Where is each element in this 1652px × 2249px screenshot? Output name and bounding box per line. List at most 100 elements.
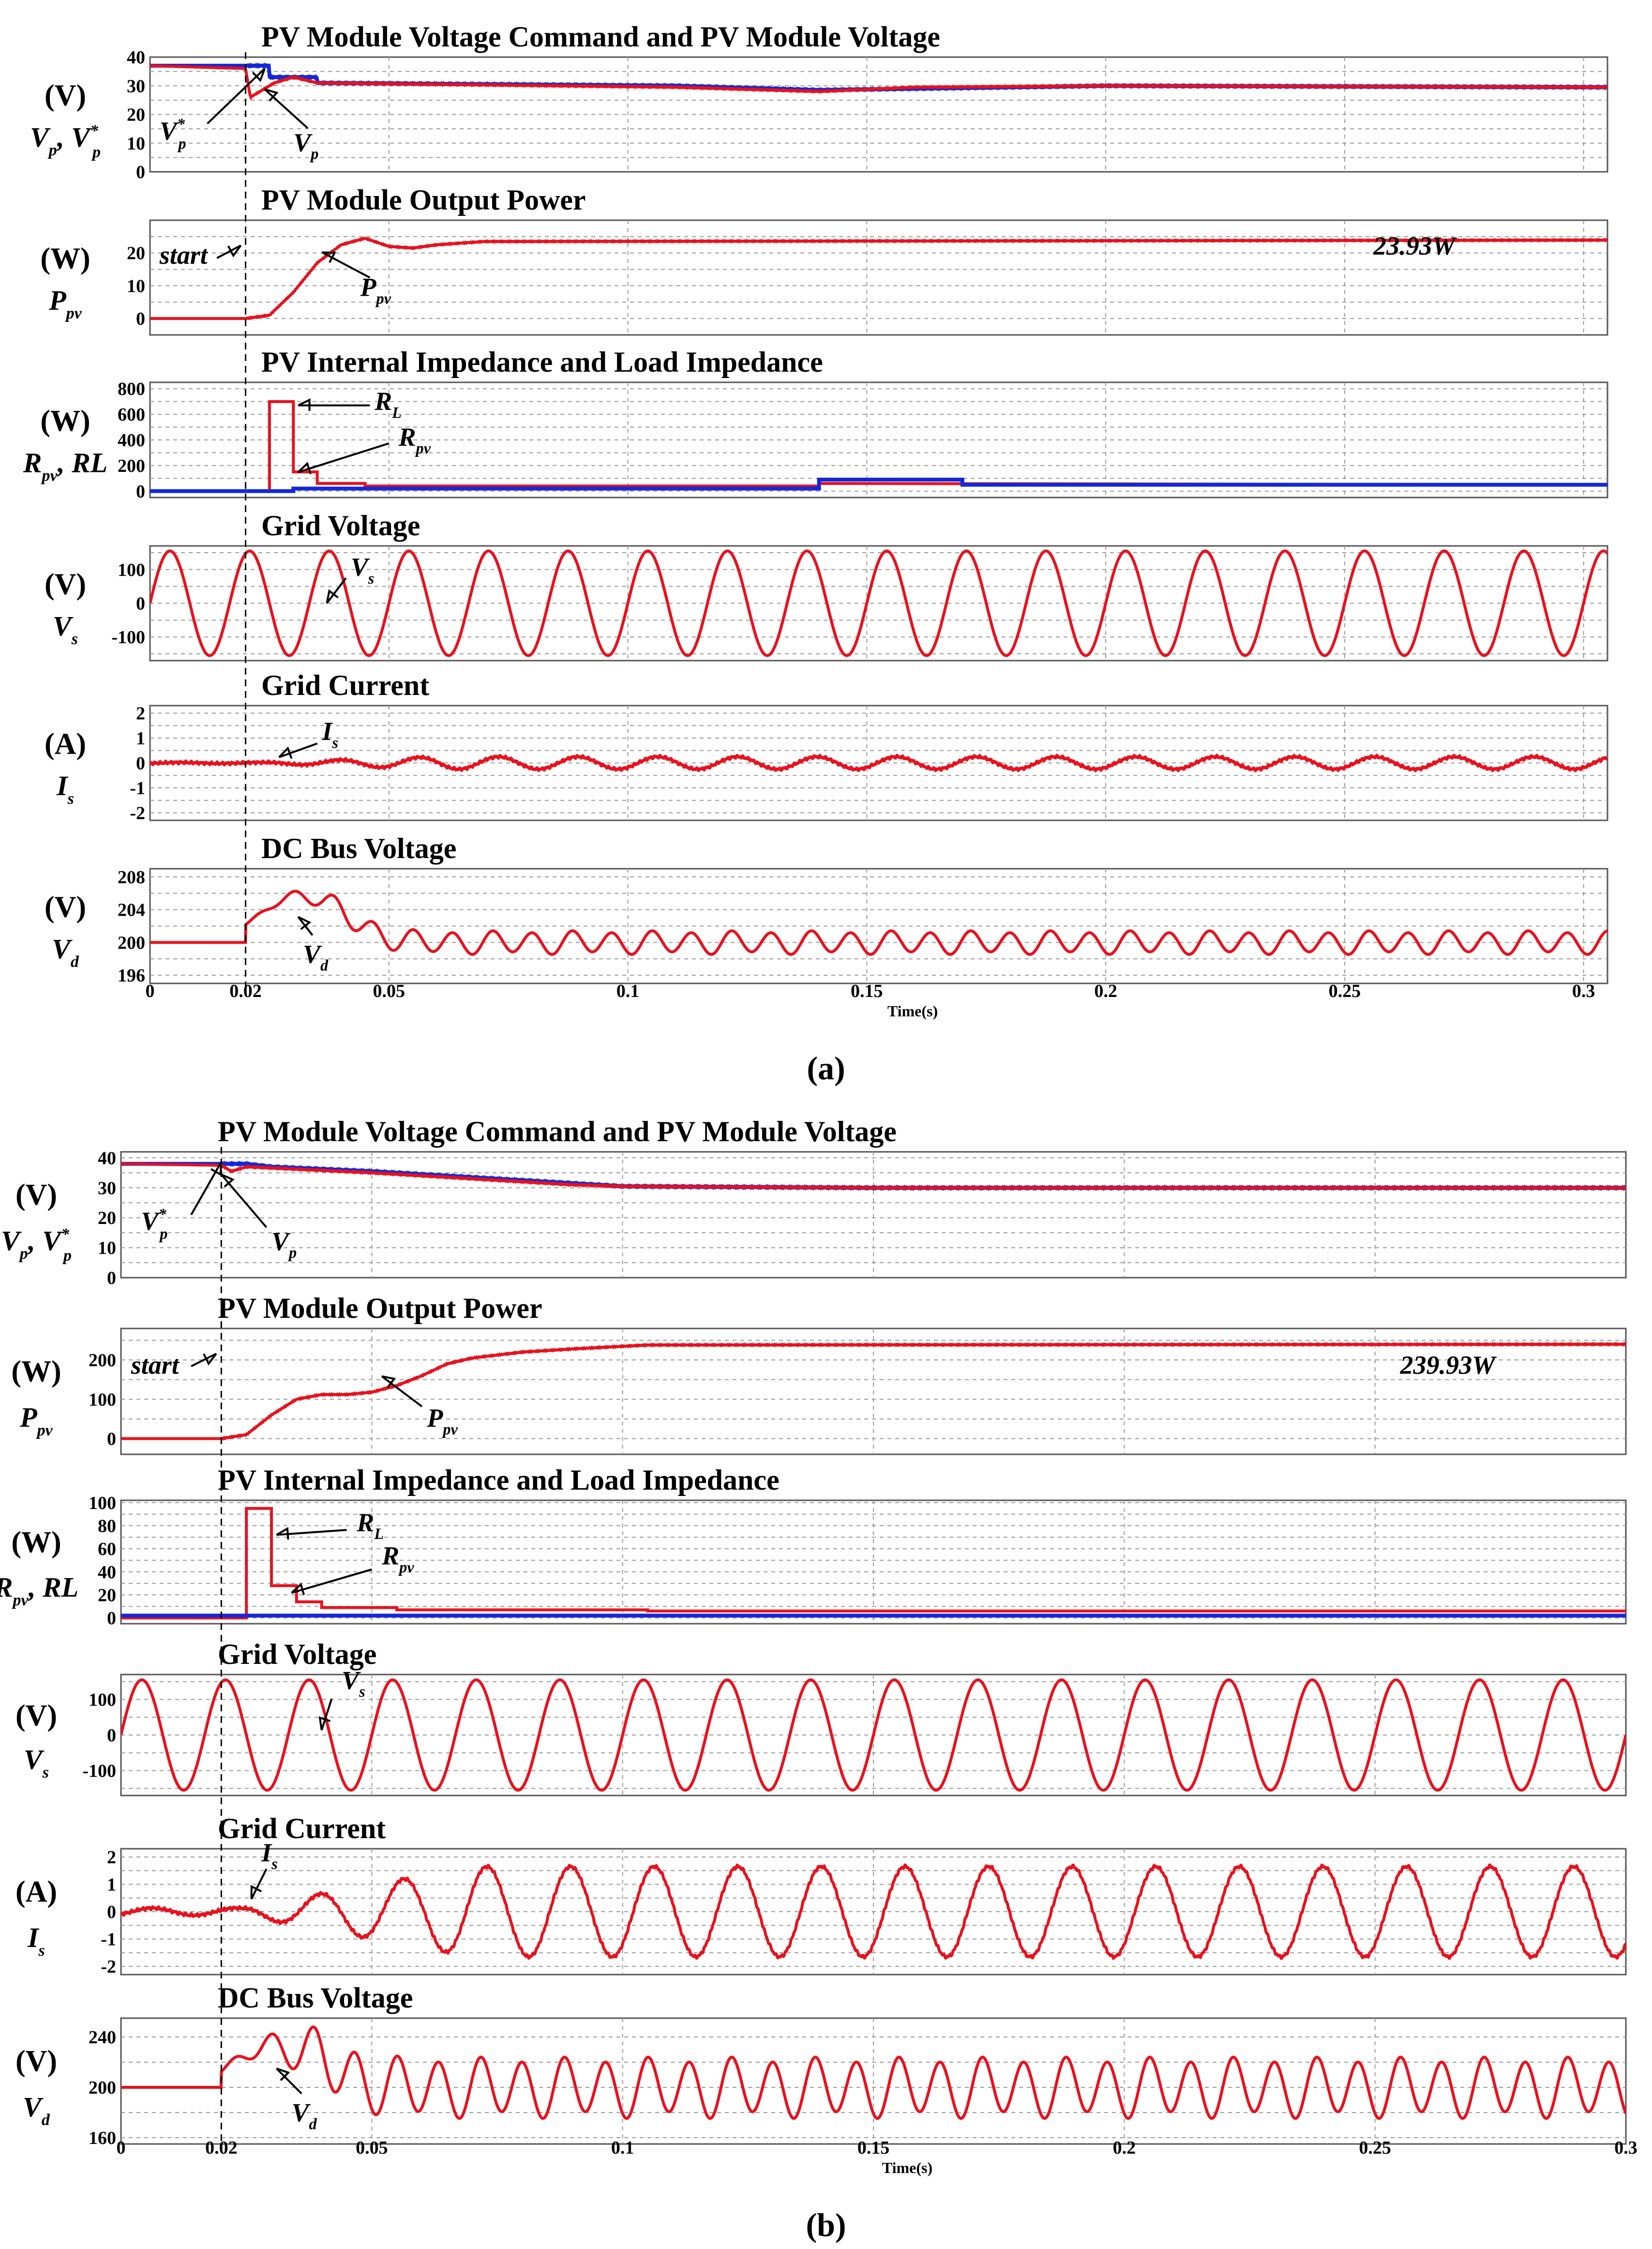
arrow-head [326, 589, 339, 604]
y-tick-label: 2 [107, 1847, 116, 1868]
y-tick-label: 400 [118, 430, 145, 451]
gridlines [150, 220, 1607, 335]
panel-dc-bus: DC Bus Voltage 160 200 240 (V) Vd Vd [15, 1982, 1627, 2148]
y-tick-label: 40 [98, 1148, 116, 1168]
series-is [150, 753, 1607, 773]
x-tick-label: 0 [117, 2138, 126, 2158]
annotation-Vs: Vs [342, 1666, 365, 1701]
x-tick-label: 0.3 [1614, 2138, 1637, 2158]
annotation-arrow [298, 398, 370, 411]
annotation-arrow [190, 1161, 223, 1215]
y-tick-label: 200 [89, 2078, 116, 2098]
y-tick-label: -2 [101, 1957, 116, 1977]
annotation-arrow [216, 244, 242, 259]
y-axis-label: Vs [53, 610, 78, 648]
annotation-RL: RL [356, 1508, 384, 1543]
annotation-Vp: Vp [293, 128, 318, 163]
y-tick-label: 200 [89, 1350, 116, 1371]
annotation-start: start [159, 241, 209, 270]
gridlines [150, 869, 1607, 983]
y-tick-label: 196 [118, 966, 145, 986]
arrow-head [252, 68, 266, 82]
y-tick-label: 10 [98, 1238, 116, 1258]
annotation-arrow [297, 916, 314, 936]
panel-title: PV Module Output Power [261, 184, 586, 216]
arrow-head [297, 462, 312, 474]
y-tick-label: 2 [136, 703, 145, 724]
series-ppv [121, 1342, 1626, 1441]
y-tick-label: 0 [136, 309, 145, 329]
panel-grid-current: Grid Current -2 -1 0 1 2 (A) Is Is [45, 669, 1608, 824]
y-axis-label: Rpv , RL [0, 1571, 78, 1609]
annotation-arrow [297, 442, 390, 474]
y-axis-label: Ppv [48, 285, 82, 322]
y-tick-label: 0 [107, 1268, 116, 1288]
annotation-2393W: 23.93W [1373, 231, 1457, 260]
y-tick-label: 800 [118, 379, 145, 399]
y-tick-label: 1 [107, 1874, 116, 1895]
panel-grid-voltage: Grid Voltage -100 0 100 (V) Vs Vs [15, 1638, 1627, 1796]
x-tick-label: 0.1 [611, 2138, 634, 2158]
arrow-head [210, 1162, 223, 1177]
y-tick-label: 0 [136, 162, 145, 182]
arrow-head [264, 88, 279, 102]
y-tick-label: 100 [89, 1389, 116, 1410]
arrow-shaft [275, 2068, 302, 2095]
annotation-Is: Is [261, 1838, 278, 1873]
figure-b: PV Module Voltage Command and PV Module … [0, 1116, 1637, 2243]
panel-title: PV Module Output Power [218, 1292, 542, 1324]
y-tick-label: 0 [107, 1429, 116, 1449]
arrow-shaft [321, 251, 371, 279]
x-tick-label: 0.3 [1572, 981, 1595, 1001]
y-tick-label: 0 [107, 1725, 116, 1746]
series-rl [121, 1507, 1626, 1620]
annotation-Vd: Vd [303, 939, 329, 974]
y-tick-label: 20 [98, 1585, 116, 1605]
figure-caption: (a) [807, 1050, 845, 1087]
x-tick-label: 0.05 [356, 2138, 388, 2158]
panel-impedance: PV Internal Impedance and Load Impedance… [0, 1464, 1627, 1629]
panel-title: Grid Current [261, 669, 429, 701]
panel-grid-current: Grid Current -2 -1 0 1 2 (A) Is Is [15, 1812, 1627, 1977]
annotation-Rpv: Rpv [381, 1541, 414, 1576]
y-tick-label: 0 [136, 754, 145, 774]
y-tick-label: 600 [118, 405, 145, 425]
annotation-arrow [318, 1698, 333, 1731]
y-tick-label: 80 [98, 1516, 116, 1536]
annotation-Vp: V* p [141, 1206, 167, 1243]
y-tick-label: 20 [127, 105, 145, 125]
y-tick-label: -100 [82, 1761, 116, 1781]
panel-pv-voltage: PV Module Voltage Command and PV Module … [1, 1116, 1627, 1288]
series-vp [150, 64, 1607, 101]
annotation-arrow [264, 88, 309, 129]
series-vs [121, 1678, 1626, 1792]
panel-pv-voltage: PV Module Voltage Command and PV Module … [30, 21, 1608, 182]
arrow-head [298, 916, 312, 930]
arrow-shaft [250, 1868, 268, 1900]
y-tick-label: 204 [118, 900, 145, 921]
y-tick-label: 0 [136, 594, 145, 614]
panel-impedance: PV Internal Impedance and Load Impedance… [23, 346, 1608, 502]
x-tick-label: 0.1 [616, 981, 640, 1001]
y-tick-label: 160 [89, 2128, 116, 2148]
y-tick-label: 0 [107, 1608, 116, 1629]
arrow-head [291, 1583, 305, 1596]
panel-title: PV Module Voltage Command and PV Module … [261, 21, 940, 53]
arrow-shaft [216, 244, 241, 259]
panel-title: PV Internal Impedance and Load Impedance [218, 1464, 780, 1496]
y-axis-label: Vd [52, 933, 79, 971]
panel-title: Grid Voltage [261, 510, 420, 542]
x-tick-label: 0.2 [1094, 981, 1117, 1001]
y-unit-label: (W) [40, 405, 90, 438]
annotation-arrow [326, 577, 347, 604]
y-tick-label: 100 [118, 560, 145, 580]
annotation-Rpv: Rpv [398, 423, 431, 457]
series-rpv [150, 478, 1607, 493]
arrow-shaft [207, 68, 266, 124]
annotation-arrow [276, 1527, 347, 1540]
panel-title: Grid Voltage [218, 1638, 376, 1670]
x-axis-label: Time(s) [882, 2159, 932, 2176]
annotation-arrow [291, 1568, 372, 1596]
